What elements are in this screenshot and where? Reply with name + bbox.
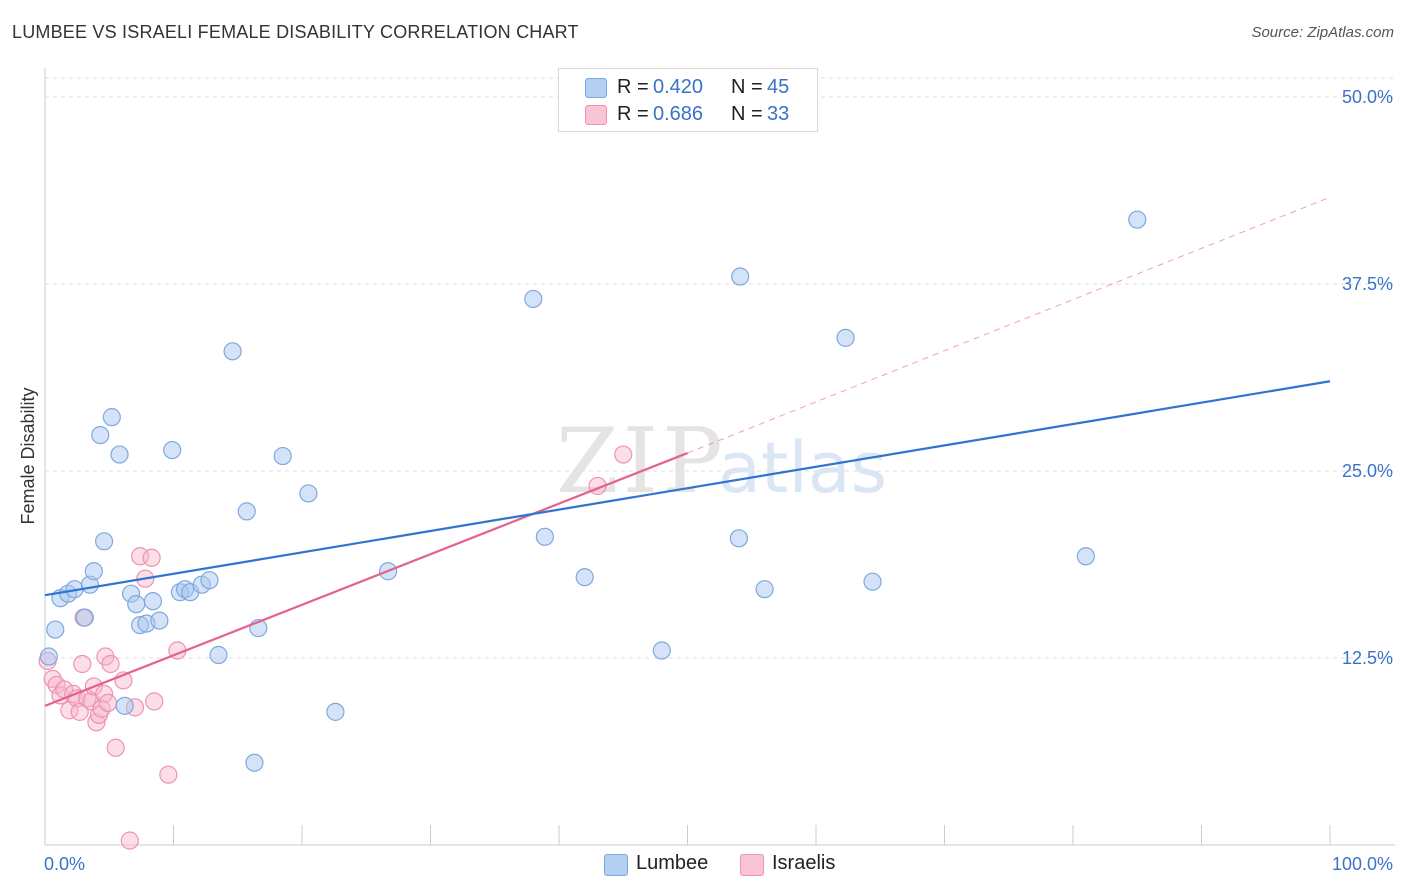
israelis-point (145, 692, 164, 711)
lumbee-point (209, 645, 228, 665)
lumbee-point (223, 342, 242, 361)
label-layer: 12.5% 25.0% 37.5% 50.0% 0.0% 100.0% (44, 87, 1393, 874)
lumbee-point (39, 647, 58, 666)
x-tick-label: 100.0% (1332, 854, 1393, 874)
israelis-point (106, 738, 125, 757)
lumbee-point (127, 595, 146, 614)
y-tick-label: 50.0% (1342, 87, 1393, 107)
legend-n-value: 33 (767, 103, 790, 125)
lumbee-point (245, 753, 264, 772)
israelis-swatch (585, 105, 607, 125)
lumbee-point (1128, 210, 1147, 229)
lumbee-point (75, 608, 94, 627)
lumbee-point (84, 562, 103, 581)
bottom-legend-label: Israelis (772, 852, 836, 874)
israelis-point (70, 702, 89, 721)
israelis-point (73, 654, 92, 674)
lumbee-point (326, 702, 345, 721)
legend-n-value: 45 (767, 76, 790, 98)
lumbee-point (143, 592, 163, 611)
israelis-trend-line (44, 452, 688, 707)
israelis-point (130, 547, 150, 566)
lumbee-point (110, 445, 129, 464)
israelis-point (87, 713, 106, 732)
lumbee-point (731, 267, 750, 286)
legend-r-label: R = (617, 76, 649, 98)
lumbee-point (535, 527, 554, 546)
watermark-zip: ZIP (556, 409, 727, 514)
lumbee-point (299, 484, 318, 503)
lumbee-point (652, 641, 671, 660)
legend-r-value: 0.420 (653, 76, 704, 98)
israelis-point (95, 684, 114, 704)
legend-n-label: N = (731, 76, 763, 98)
correlation-legend: R = 0.420 N = 45 R = 0.686 N = 33 (558, 68, 818, 132)
lumbee-point (115, 696, 134, 715)
israelis-points (38, 445, 633, 850)
y-tick-label: 12.5% (1342, 648, 1393, 668)
lumbee-point (200, 571, 219, 590)
lumbee-point (91, 425, 110, 445)
legend-n-label: N = (731, 103, 763, 125)
israelis-swatch (740, 854, 764, 876)
israelis-point (142, 548, 161, 567)
israelis-trend-extension (687, 196, 1331, 454)
source-label: Source: ZipAtlas.com (1251, 24, 1394, 41)
lumbee-trend-line (44, 380, 1331, 597)
legend-r-value: 0.686 (653, 103, 704, 125)
israelis-point (98, 693, 118, 712)
bottom-legend-label: Lumbee (636, 852, 709, 874)
lumbee-point (755, 580, 774, 599)
axis-layer (44, 68, 1395, 846)
lumbee-point (237, 502, 256, 521)
lumbee-point (95, 532, 114, 551)
lumbee-point (163, 440, 182, 460)
lumbee-swatch (585, 78, 607, 98)
trend-layer (44, 196, 1331, 707)
israelis-point (101, 654, 120, 674)
lumbee-point (1076, 547, 1095, 566)
lumbee-point (575, 568, 594, 587)
israelis-point (614, 445, 633, 464)
y-tick-label: 37.5% (1342, 274, 1393, 294)
x-tick-label: 0.0% (44, 854, 85, 874)
grid-layer (45, 77, 1395, 659)
legend-row-lumbee: R = 0.420 N = 45 (559, 74, 817, 101)
lumbee-point (729, 529, 749, 548)
y-tick-label: 25.0% (1342, 461, 1393, 481)
lumbee-swatch (604, 854, 628, 876)
israelis-point (159, 765, 178, 784)
lumbee-point (863, 572, 882, 591)
lumbee-point (46, 620, 65, 639)
lumbee-point (836, 328, 855, 347)
lumbee-point (524, 289, 543, 309)
israelis-point (120, 831, 139, 850)
legend-row-israelis: R = 0.686 N = 33 (559, 101, 817, 128)
chart-title: LUMBEE VS ISRAELI FEMALE DISABILITY CORR… (12, 22, 579, 42)
lumbee-point (150, 611, 169, 630)
lumbee-point (273, 446, 292, 466)
watermark: ZIP atlas (556, 409, 887, 514)
legend-r-label: R = (617, 103, 649, 125)
y-axis-title: Female Disability (18, 387, 38, 524)
lumbee-point (102, 408, 121, 427)
lumbee-points (39, 210, 1147, 772)
